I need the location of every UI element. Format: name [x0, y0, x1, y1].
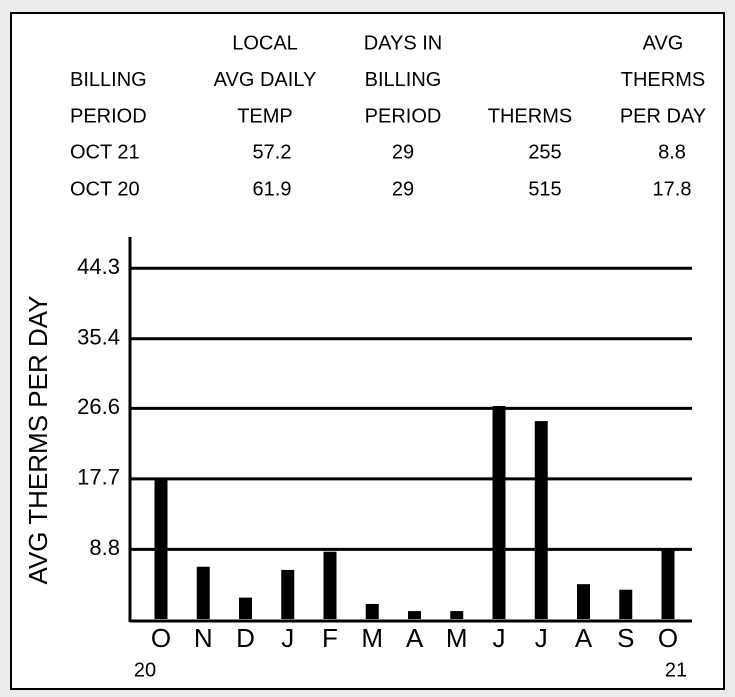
- table-cell: 29: [392, 178, 414, 200]
- table-cell: 515: [528, 178, 561, 200]
- bar: [408, 611, 421, 619]
- x-tick-label: F: [322, 623, 338, 653]
- y-tick-label: 44.3: [77, 254, 120, 279]
- x-tick-label: J: [281, 623, 294, 653]
- bar: [577, 584, 590, 619]
- y-tick-label: 35.4: [77, 325, 120, 350]
- y-tick-label: 8.8: [89, 535, 120, 560]
- x-year-label: 20: [134, 659, 156, 681]
- bar: [281, 569, 295, 619]
- bar: [196, 566, 210, 619]
- bar: [534, 421, 548, 619]
- x-tick-label: D: [236, 623, 255, 653]
- bar: [323, 551, 337, 619]
- bar: [661, 549, 675, 619]
- bar: [492, 406, 506, 619]
- column-header: AVG: [643, 32, 684, 54]
- column-header: BILLING: [70, 69, 147, 91]
- table-cell: 8.8: [658, 141, 686, 163]
- y-tick-label: 17.7: [77, 465, 120, 490]
- column-header: TEMP: [237, 105, 293, 127]
- x-tick-label: J: [493, 623, 506, 653]
- x-tick-label: O: [658, 623, 678, 653]
- table-cell: 255: [528, 141, 561, 163]
- bar: [154, 478, 168, 619]
- table-cell: OCT 21: [70, 141, 140, 163]
- table-cell: OCT 20: [70, 178, 140, 200]
- x-tick-label: N: [194, 623, 213, 653]
- x-tick-label: A: [575, 623, 593, 653]
- x-tick-label: O: [151, 623, 171, 653]
- x-tick-label: J: [535, 623, 548, 653]
- column-header: THERMS: [488, 105, 572, 127]
- column-header: BILLING: [365, 69, 442, 91]
- x-tick-label: M: [361, 623, 383, 653]
- table-cell: 57.2: [253, 141, 292, 163]
- column-header: PERIOD: [365, 105, 442, 127]
- table-cell: 29: [392, 141, 414, 163]
- bar: [450, 611, 464, 619]
- bar: [619, 589, 633, 619]
- column-header: AVG DAILY: [214, 69, 317, 91]
- table-cell: 17.8: [653, 178, 692, 200]
- bar: [365, 603, 379, 619]
- column-header: LOCAL: [232, 32, 298, 54]
- column-header: PERIOD: [70, 105, 147, 127]
- y-tick-label: 26.6: [77, 394, 120, 419]
- x-year-label: 21: [665, 659, 687, 681]
- x-tick-label: M: [446, 623, 468, 653]
- bar: [239, 597, 252, 619]
- column-header: DAYS IN: [364, 32, 443, 54]
- column-header: PER DAY: [620, 105, 706, 127]
- table-cell: 61.9: [253, 178, 292, 200]
- x-tick-label: S: [617, 623, 634, 653]
- x-tick-label: A: [406, 623, 424, 653]
- y-axis-title: AVG THERMS PER DAY: [23, 296, 53, 585]
- column-header: THERMS: [621, 69, 705, 91]
